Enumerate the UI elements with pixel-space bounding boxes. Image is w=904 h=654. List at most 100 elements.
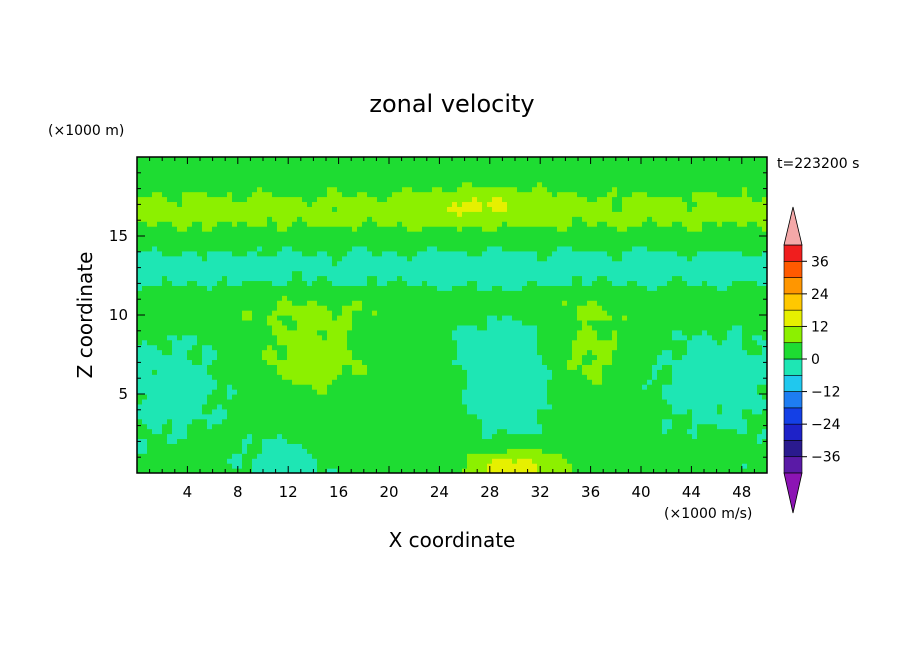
contour-cell [202,305,208,311]
contour-cell [467,453,473,459]
contour-cell [247,443,253,449]
contour-cell [417,260,423,267]
contour-cell [452,418,458,425]
contour-cell [222,369,228,375]
contour-cell [502,339,508,346]
contour-cell [227,324,233,331]
contour-cell [457,458,463,464]
contour-cell [322,334,328,341]
contour-cell [247,369,253,375]
contour-cell [257,245,263,252]
contour-cell [387,443,393,449]
contour-cell [357,319,363,326]
contour-cell [437,275,443,282]
contour-cell [162,290,168,296]
contour-cell [332,181,338,188]
contour-cell [387,324,393,331]
contour-cell [337,428,343,435]
contour-cell [432,329,438,336]
contour-cell [327,216,333,222]
contour-cell [297,250,303,257]
contour-cell [522,433,528,440]
contour-cell [232,448,238,454]
contour-cell [407,423,413,430]
contour-cell [417,423,423,430]
contour-cell [242,157,248,163]
contour-cell [417,206,423,212]
contour-cell [167,423,173,430]
contour-cell [442,384,448,390]
contour-cell [137,408,143,415]
contour-cell [382,369,388,375]
contour-cell [432,260,438,267]
contour-cell [387,240,393,247]
contour-cell [507,305,513,311]
contour-cell [257,176,263,183]
contour-cell [177,240,183,247]
contour-cell [207,349,213,356]
contour-cell [442,319,448,326]
contour-cell [242,354,248,361]
contour-cell [227,255,233,262]
contour-cell [457,339,463,346]
contour-cell [287,334,293,341]
contour-cell [257,389,263,395]
contour-cell [497,433,503,440]
contour-cell [382,216,388,222]
contour-cell [332,418,338,425]
contour-cell [157,349,163,356]
contour-cell [262,166,268,173]
contour-cell [152,344,158,351]
contour-cell [187,433,193,440]
contour-cell [172,418,178,425]
contour-cell [452,344,458,351]
contour-cell [377,176,383,183]
contour-cell [437,319,443,326]
contour-cell [217,398,223,405]
contour-cell [377,418,383,425]
contour-cell [427,438,433,444]
contour-cell [257,369,263,375]
contour-cell [422,349,428,356]
contour-cell [297,329,303,336]
contour-cell [422,166,428,173]
contour-cell [297,384,303,390]
contour-cell [432,221,438,227]
contour-cell [502,161,508,168]
contour-cell [267,211,273,217]
contour-cell [242,275,248,282]
contour-cell [312,250,318,257]
contour-cell [512,349,518,356]
contour-cell [477,359,483,365]
contour-cell [262,275,268,282]
contour-cell [317,245,323,252]
contour-cell [327,369,333,375]
contour-cell [292,290,298,296]
contour-cell [517,319,523,326]
contour-cell [512,295,518,301]
contour-cell [277,245,283,252]
contour-cell [362,428,368,435]
contour-cell [192,196,198,203]
contour-cell [442,275,448,282]
contour-cell [317,443,323,449]
contour-field [137,157,767,473]
contour-cell [442,206,448,212]
contour-cell [432,290,438,296]
contour-cell [372,458,378,464]
contour-cell [242,245,248,252]
contour-cell [207,250,213,257]
contour-cell [302,176,308,183]
contour-cell [312,191,318,198]
contour-cell [202,236,208,242]
contour-cell [177,354,183,361]
contour-cell [247,221,253,227]
contour-cell [512,458,518,464]
contour-cell [327,176,333,183]
contour-cell [177,305,183,311]
contour-cell [207,334,213,341]
contour-cell [422,369,428,375]
contour-cell [317,369,323,375]
contour-cell [157,240,163,247]
contour-cell [207,329,213,336]
